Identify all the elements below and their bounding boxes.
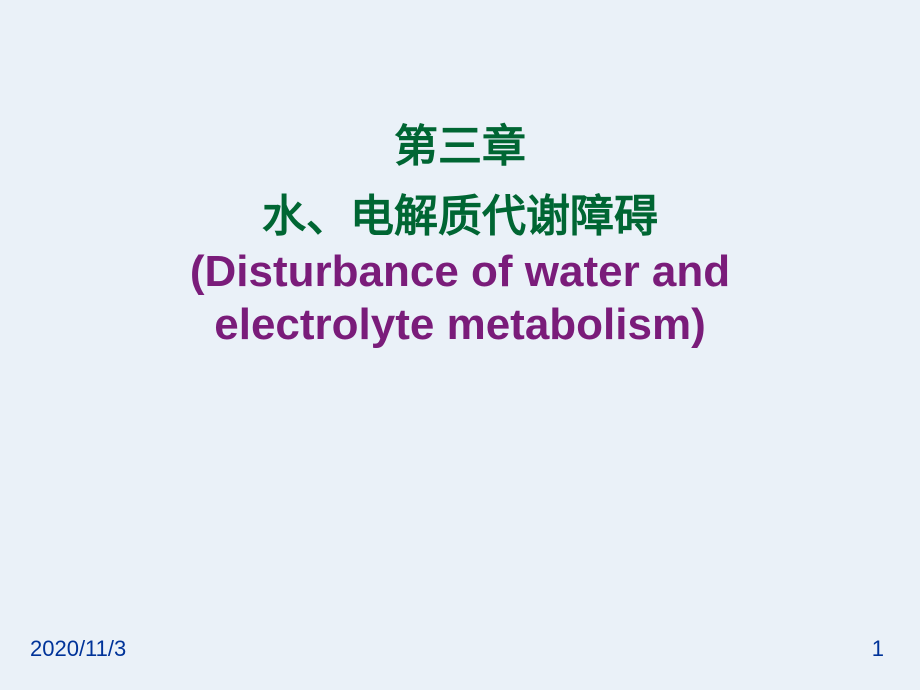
title-area: 第三章 水、电解质代谢障碍 (Disturbance of water and …: [0, 110, 920, 352]
chinese-title: 水、电解质代谢障碍: [0, 180, 920, 244]
footer-page-number: 1: [872, 636, 884, 662]
chapter-label: 第三章: [0, 110, 920, 174]
slide-container: 第三章 水、电解质代谢障碍 (Disturbance of water and …: [0, 0, 920, 690]
footer-date: 2020/11/3: [30, 636, 126, 662]
english-title-line1: (Disturbance of water and: [0, 246, 920, 299]
english-title-line2: electrolyte metabolism): [0, 299, 920, 352]
